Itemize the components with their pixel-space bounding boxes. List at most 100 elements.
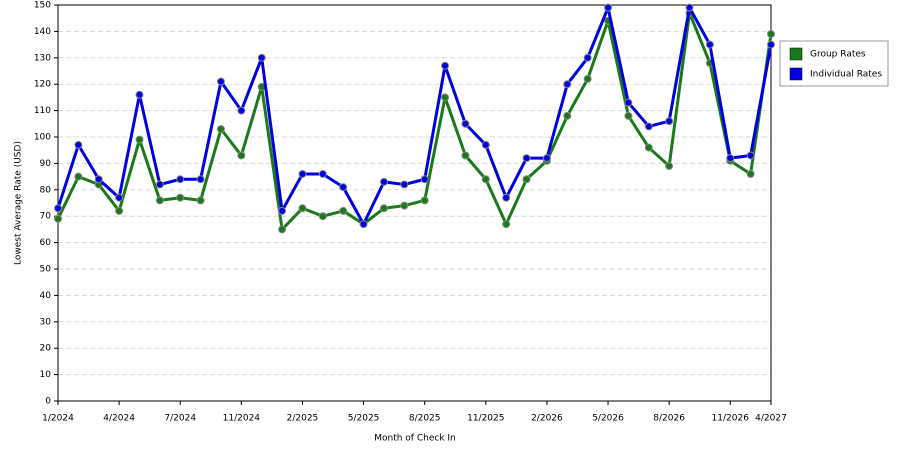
data-point — [461, 151, 470, 160]
y-tick-label: 140 — [34, 27, 51, 37]
data-point — [542, 154, 551, 163]
x-tick-label: 4/2024 — [103, 414, 135, 424]
y-tick-label: 30 — [40, 317, 52, 327]
y-tick-label: 120 — [34, 80, 51, 90]
data-point — [115, 193, 124, 202]
y-tick-label: 50 — [40, 265, 52, 275]
data-point — [705, 40, 714, 49]
x-tick-label: 8/2026 — [653, 414, 685, 424]
y-tick-label: 70 — [40, 212, 52, 222]
data-point — [665, 162, 674, 171]
y-tick-label: 90 — [40, 159, 52, 169]
y-axis-label: Lowest Average Rate (USD) — [14, 141, 24, 265]
data-point — [644, 143, 653, 152]
data-point — [196, 175, 205, 184]
data-point — [767, 30, 775, 39]
data-point — [257, 53, 266, 62]
legend-label: Individual Rates — [810, 70, 882, 80]
x-tick-label: 2/2025 — [287, 414, 319, 424]
data-point — [278, 206, 287, 215]
data-point — [563, 80, 572, 89]
data-point — [522, 154, 531, 163]
data-point — [665, 117, 674, 126]
series-line — [56, 6, 773, 226]
y-tick-label: 10 — [40, 370, 52, 380]
data-point — [644, 122, 653, 131]
data-point — [298, 204, 307, 213]
data-point — [563, 111, 572, 120]
data-point — [115, 206, 124, 215]
y-tick-label: 60 — [40, 238, 52, 248]
x-tick-label: 4/2027 — [755, 414, 787, 424]
data-point — [685, 3, 694, 12]
x-tick-label: 5/2026 — [592, 414, 624, 424]
data-point — [135, 90, 144, 99]
data-point — [54, 204, 62, 213]
data-point — [746, 151, 755, 160]
data-point — [318, 212, 327, 221]
x-tick-label: 2/2026 — [531, 414, 563, 424]
y-tick-label: 0 — [45, 397, 51, 407]
data-point — [278, 225, 287, 234]
data-point — [339, 183, 348, 192]
data-point — [74, 140, 83, 149]
data-point — [583, 53, 592, 62]
data-point — [420, 196, 429, 205]
data-point — [379, 204, 388, 213]
data-point — [237, 151, 246, 160]
data-point — [604, 3, 613, 12]
data-point — [400, 201, 409, 210]
data-point — [216, 125, 225, 134]
y-tick-label: 150 — [34, 1, 51, 11]
data-point — [746, 169, 755, 178]
data-point — [767, 40, 775, 49]
y-tick-label: 130 — [34, 53, 51, 63]
y-tick-label: 40 — [40, 291, 52, 301]
data-point — [522, 175, 531, 184]
data-point — [216, 77, 225, 86]
data-point — [155, 180, 164, 189]
x-axis-label: Month of Check In — [374, 434, 456, 444]
x-tick-label: 11/2024 — [223, 414, 261, 424]
data-point — [379, 177, 388, 186]
x-tick-label: 11/2026 — [712, 414, 750, 424]
y-tick-label: 80 — [40, 185, 52, 195]
x-tick-label: 11/2025 — [467, 414, 504, 424]
data-point — [481, 140, 490, 149]
data-point — [400, 180, 409, 189]
data-point — [318, 169, 327, 178]
data-point — [726, 154, 735, 163]
data-point — [624, 98, 633, 107]
y-tick-label: 110 — [34, 106, 51, 116]
legend-swatch — [789, 67, 803, 81]
data-point — [481, 175, 490, 184]
x-tick-label: 1/2024 — [42, 414, 74, 424]
data-point — [176, 193, 185, 202]
data-point — [54, 214, 62, 223]
data-point — [298, 169, 307, 178]
data-point — [135, 135, 144, 144]
data-point — [359, 220, 368, 229]
data-point — [94, 175, 103, 184]
data-point — [441, 93, 450, 102]
data-point — [583, 74, 592, 83]
plot-frame — [57, 4, 772, 402]
data-point — [502, 220, 511, 229]
x-tick-label: 5/2025 — [348, 414, 380, 424]
data-point — [155, 196, 164, 205]
data-point — [196, 196, 205, 205]
data-point — [624, 111, 633, 120]
x-tick-label: 7/2024 — [164, 414, 196, 424]
data-point — [420, 175, 429, 184]
legend-swatch — [789, 47, 803, 61]
y-tick-label: 100 — [34, 133, 51, 143]
data-point — [74, 172, 83, 181]
data-point — [176, 175, 185, 184]
data-point — [237, 106, 246, 115]
data-point — [502, 193, 511, 202]
legend-label: Group Rates — [810, 50, 866, 60]
data-point — [441, 61, 450, 70]
data-point — [339, 206, 348, 215]
x-tick-label: 8/2025 — [409, 414, 441, 424]
